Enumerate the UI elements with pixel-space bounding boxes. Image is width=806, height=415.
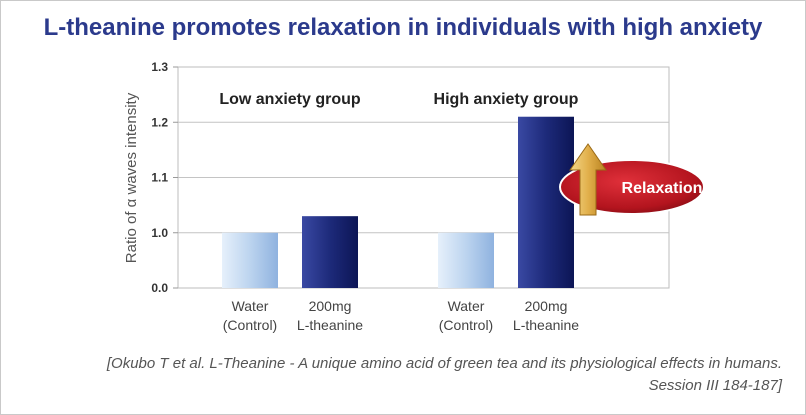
x-tick-label-line1: Water bbox=[448, 298, 485, 314]
x-tick-label-line2: L-theanine bbox=[297, 317, 363, 333]
group-label: High anxiety group bbox=[434, 91, 579, 108]
bar-control bbox=[438, 232, 494, 288]
citation-line-1: [Okubo T et al. L-Theanine - A unique am… bbox=[106, 355, 782, 372]
y-tick-label: 1.0 bbox=[151, 226, 168, 240]
citation-line-2: Session III 184-187] bbox=[648, 377, 782, 394]
y-tick-label: 1.1 bbox=[151, 171, 168, 185]
bar-control bbox=[222, 232, 278, 288]
x-tick-label-line1: 200mg bbox=[309, 298, 352, 314]
x-tick-label-line2: (Control) bbox=[223, 317, 277, 333]
bar-treatment bbox=[302, 216, 358, 288]
relaxation-annotation: Relaxation bbox=[559, 143, 705, 216]
y-tick-label: 0.0 bbox=[151, 281, 168, 295]
group-label: Low anxiety group bbox=[219, 91, 361, 108]
x-tick-label-line2: L-theanine bbox=[513, 317, 579, 333]
x-tick-label-line1: Water bbox=[232, 298, 269, 314]
bar-treatment bbox=[518, 116, 574, 288]
y-axis-label: Ratio of α waves intensity bbox=[123, 92, 140, 263]
citation: [Okubo T et al. L-Theanine - A unique am… bbox=[22, 353, 782, 397]
relaxation-label: Relaxation bbox=[622, 180, 703, 197]
x-tick-label-line1: 200mg bbox=[525, 298, 568, 314]
up-arrow-icon bbox=[569, 143, 607, 216]
chart-title: L-theanine promotes relaxation in indivi… bbox=[43, 14, 763, 41]
x-tick-label-line2: (Control) bbox=[439, 317, 493, 333]
y-tick-label: 1.3 bbox=[151, 60, 168, 74]
y-tick-label: 1.2 bbox=[151, 115, 168, 129]
